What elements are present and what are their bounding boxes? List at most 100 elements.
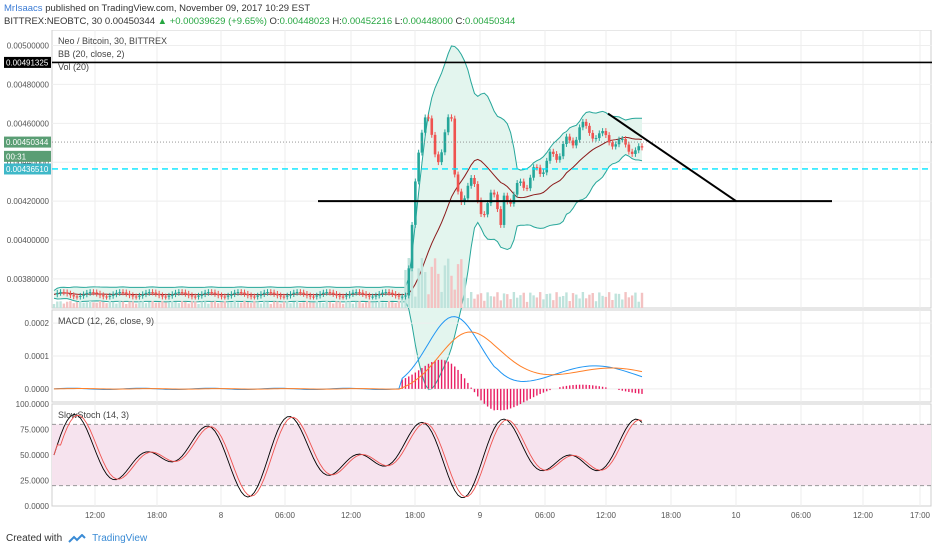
candle-body xyxy=(460,191,463,203)
candle-body xyxy=(341,296,345,298)
candle-body xyxy=(272,292,276,294)
created-with-text: Created with xyxy=(6,533,63,544)
candle-body xyxy=(325,292,328,294)
volume-bar xyxy=(98,301,102,308)
candle-body xyxy=(351,292,355,295)
volume-bar xyxy=(131,301,135,308)
x-tick-label: 18:00 xyxy=(147,511,168,520)
y-tick-label: 0.00400000 xyxy=(7,236,50,245)
volume-bar xyxy=(637,301,640,308)
volume-bar xyxy=(249,303,253,308)
volume-bar xyxy=(111,301,115,308)
volume-bar xyxy=(443,265,447,308)
x-tick-label: 18:00 xyxy=(661,511,682,520)
volume-bar xyxy=(236,302,240,308)
volume-bar xyxy=(299,302,302,308)
candle-body xyxy=(177,292,181,294)
candle-body xyxy=(322,292,325,295)
price-axis-label-bg xyxy=(4,56,51,68)
volume-bar xyxy=(512,292,516,308)
candle-body xyxy=(371,296,374,298)
candle-body xyxy=(640,146,644,148)
volume-bar xyxy=(410,270,414,308)
candle-body xyxy=(489,192,493,204)
volume-bar xyxy=(525,301,529,308)
candle-body xyxy=(492,192,496,195)
candle-body xyxy=(312,296,315,298)
candle-body xyxy=(246,293,250,296)
volume-bar xyxy=(414,296,417,308)
candle-body xyxy=(591,132,595,139)
volume-bar xyxy=(177,303,181,308)
candle-body xyxy=(394,294,397,296)
candle-body xyxy=(486,203,489,215)
candle-body xyxy=(154,292,158,294)
candle-body xyxy=(430,118,434,135)
candle-body xyxy=(253,296,256,298)
candle-body xyxy=(358,292,361,294)
volume-bar xyxy=(292,301,295,308)
candle-body xyxy=(276,293,279,296)
candle-body xyxy=(318,294,322,296)
volume-bar xyxy=(213,301,217,308)
volume-bar xyxy=(361,303,364,308)
candle-body xyxy=(542,172,545,174)
volume-bar xyxy=(486,292,489,308)
candle-body xyxy=(456,174,460,192)
y-tick-label: 0.0000 xyxy=(25,502,50,511)
volume-bar xyxy=(581,292,585,308)
volume-bar xyxy=(594,301,598,308)
volume-bar xyxy=(381,302,384,308)
candle-body xyxy=(345,295,348,297)
author-link[interactable]: MrIsaacs xyxy=(4,3,43,14)
candle-body xyxy=(364,293,368,296)
volume-bar xyxy=(430,266,433,308)
volume-bar xyxy=(144,303,148,308)
volume-bar xyxy=(85,302,89,308)
candle-body xyxy=(230,294,233,296)
volume-bar xyxy=(88,301,92,308)
candle-body xyxy=(443,132,447,153)
candle-body xyxy=(69,293,72,296)
candle-body xyxy=(282,296,286,298)
volume-bar xyxy=(95,302,98,308)
candle-body xyxy=(331,292,335,294)
volume-bar xyxy=(552,300,555,308)
volume-bar xyxy=(630,295,634,308)
candle-body xyxy=(164,296,167,298)
tradingview-link[interactable]: TradingView xyxy=(92,533,148,544)
candle-body xyxy=(141,294,144,296)
macd-line xyxy=(53,316,643,391)
candle-body xyxy=(299,292,302,294)
volume-bar xyxy=(397,301,401,308)
volume-bar xyxy=(433,258,437,308)
candle-body xyxy=(243,292,246,294)
candle-body xyxy=(588,125,591,133)
y-tick-label: 25.0000 xyxy=(20,477,49,486)
x-tick-label: 12:00 xyxy=(853,511,874,520)
volume-bar xyxy=(601,295,604,308)
candle-body xyxy=(607,135,611,143)
volume-bar xyxy=(374,302,378,308)
candle-body xyxy=(295,292,299,294)
candle-body xyxy=(400,296,404,298)
volume-bar xyxy=(328,301,332,308)
volume-bar xyxy=(450,275,453,308)
volume-bar xyxy=(154,302,158,308)
volume-bar xyxy=(286,301,289,308)
volume-bar xyxy=(499,300,502,308)
candle-body xyxy=(338,295,342,297)
candle-body xyxy=(515,182,519,195)
candle-body xyxy=(62,292,66,294)
candle-body xyxy=(407,268,411,296)
volume-bar xyxy=(607,292,611,308)
volume-bar xyxy=(325,301,328,308)
candle-body xyxy=(302,292,305,294)
volume-bar xyxy=(469,292,473,308)
candle-body xyxy=(525,187,529,189)
volume-bar xyxy=(217,303,220,308)
volume-bar xyxy=(558,296,562,308)
volume-bar xyxy=(555,292,558,308)
volume-bar xyxy=(302,302,305,308)
chart-canvas[interactable]: 12:00 18:00 8 06:00 12:00 18:00 9 06:00 12:00 18:… xyxy=(0,30,932,520)
